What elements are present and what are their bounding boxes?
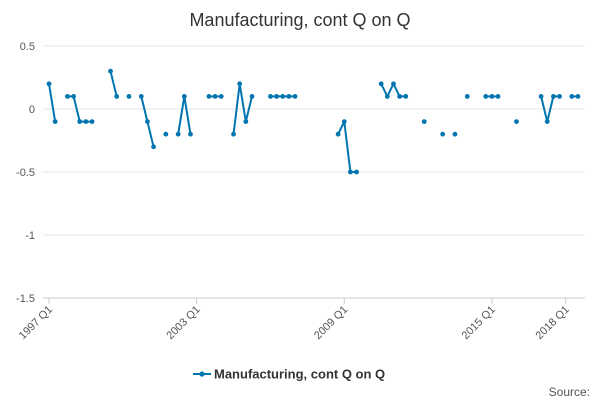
data-point[interactable] <box>46 81 52 87</box>
legend[interactable]: Manufacturing, cont Q on Q <box>193 367 385 382</box>
data-point[interactable] <box>544 119 550 124</box>
data-point[interactable] <box>348 169 353 175</box>
data-point[interactable] <box>280 94 286 99</box>
series-line-segment <box>109 70 118 97</box>
series-line-segment <box>540 95 560 123</box>
data-point[interactable] <box>403 94 409 99</box>
data-point[interactable] <box>452 131 458 137</box>
data-point[interactable] <box>249 94 255 99</box>
data-point[interactable] <box>243 119 249 124</box>
x-tick-label: 2015 Q1 <box>460 304 498 342</box>
data-point[interactable] <box>212 94 218 99</box>
y-tick-label: 0.5 <box>20 41 35 53</box>
data-point[interactable] <box>440 131 446 137</box>
legend-point-marker <box>199 371 205 377</box>
data-point[interactable] <box>138 94 144 99</box>
data-point[interactable] <box>354 169 359 175</box>
source-label: Source: <box>549 385 590 399</box>
x-tick-label: 2009 Q1 <box>312 304 350 342</box>
data-point[interactable] <box>569 94 575 99</box>
data-point[interactable] <box>175 131 181 137</box>
legend-label: Manufacturing, cont Q on Q <box>214 367 385 382</box>
data-point[interactable] <box>231 131 236 137</box>
data-point[interactable] <box>286 94 292 99</box>
data-point[interactable] <box>495 94 501 99</box>
data-point[interactable] <box>181 94 187 99</box>
data-point[interactable] <box>557 94 562 99</box>
data-point[interactable] <box>397 94 403 99</box>
data-point[interactable] <box>550 94 556 99</box>
data-point[interactable] <box>464 94 470 99</box>
data-point[interactable] <box>145 119 150 124</box>
x-axis: 1997 Q1 2003 Q1 2009 Q1 2015 Q1 2018 Q1 <box>17 298 572 342</box>
gridlines <box>43 45 585 299</box>
y-tick-label: -1 <box>25 230 35 242</box>
data-point[interactable] <box>274 94 279 99</box>
data-point[interactable] <box>489 94 495 99</box>
series-group <box>46 68 581 175</box>
series-line-segment <box>337 120 357 173</box>
x-tick-label: 2018 Q1 <box>533 304 571 342</box>
data-point[interactable] <box>335 131 341 137</box>
data-point[interactable] <box>65 94 70 99</box>
data-point[interactable] <box>384 94 390 99</box>
data-point[interactable] <box>575 94 581 99</box>
x-tick-label: 2003 Q1 <box>164 304 202 342</box>
data-point[interactable] <box>83 119 89 124</box>
y-tick-label: -0.5 <box>16 167 35 179</box>
data-point[interactable] <box>188 131 193 137</box>
data-point[interactable] <box>52 119 58 124</box>
data-point[interactable] <box>77 119 83 124</box>
series-line-segment <box>232 82 253 135</box>
data-point[interactable] <box>206 94 212 99</box>
series-line-segment <box>48 83 57 122</box>
data-point[interactable] <box>163 131 169 137</box>
data-point[interactable] <box>391 81 396 87</box>
data-point[interactable] <box>514 119 519 124</box>
data-point[interactable] <box>268 94 273 99</box>
data-point[interactable] <box>89 119 95 124</box>
data-point[interactable] <box>237 81 243 87</box>
data-point[interactable] <box>292 94 298 99</box>
data-point[interactable] <box>538 94 544 99</box>
series-line-segment <box>177 95 192 135</box>
data-point[interactable] <box>378 81 384 87</box>
data-point[interactable] <box>218 94 224 99</box>
data-point[interactable] <box>483 94 489 99</box>
y-tick-label: -1.5 <box>16 293 35 305</box>
data-point[interactable] <box>126 94 132 99</box>
x-tick-label: 1997 Q1 <box>17 304 55 342</box>
data-point[interactable] <box>151 144 156 150</box>
chart-title: Manufacturing, cont Q on Q <box>189 10 410 30</box>
data-point[interactable] <box>114 94 120 99</box>
data-point[interactable] <box>108 68 113 74</box>
data-point[interactable] <box>421 119 427 124</box>
y-tick-label: 0 <box>29 104 35 116</box>
data-point[interactable] <box>341 119 347 124</box>
y-axis-ticks: 0.5 0 -0.5 -1 -1.5 <box>16 41 35 305</box>
data-point[interactable] <box>71 94 77 99</box>
